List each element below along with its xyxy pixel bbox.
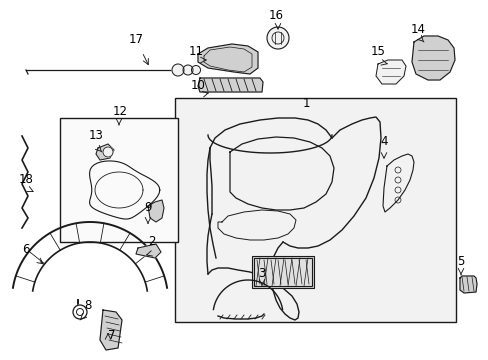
Text: 6: 6 <box>22 243 30 256</box>
Polygon shape <box>198 44 258 74</box>
Polygon shape <box>375 60 405 84</box>
Text: 3: 3 <box>258 267 265 280</box>
Text: 13: 13 <box>88 129 103 142</box>
Text: 10: 10 <box>190 79 205 92</box>
Text: 8: 8 <box>84 299 92 312</box>
Bar <box>175 98 455 322</box>
Circle shape <box>183 65 193 75</box>
Text: 4: 4 <box>380 135 387 148</box>
Text: 11: 11 <box>188 45 203 58</box>
Bar <box>60 118 178 242</box>
Polygon shape <box>136 244 161 258</box>
Text: 15: 15 <box>370 45 385 58</box>
Text: 1: 1 <box>302 97 309 110</box>
Polygon shape <box>459 276 476 293</box>
Circle shape <box>266 27 288 49</box>
Bar <box>253 258 311 286</box>
Polygon shape <box>411 36 454 80</box>
Text: 2: 2 <box>148 235 156 248</box>
Bar <box>251 256 313 288</box>
Polygon shape <box>96 144 114 160</box>
Text: 17: 17 <box>128 33 143 46</box>
Text: 12: 12 <box>112 105 127 118</box>
Text: 18: 18 <box>19 173 33 186</box>
Circle shape <box>73 305 87 319</box>
Text: 5: 5 <box>456 255 464 268</box>
Polygon shape <box>148 200 163 222</box>
Text: 14: 14 <box>409 23 425 36</box>
Text: 9: 9 <box>144 201 151 214</box>
Circle shape <box>172 64 183 76</box>
Circle shape <box>191 66 200 75</box>
Circle shape <box>103 147 113 157</box>
Text: 7: 7 <box>108 329 116 342</box>
Polygon shape <box>198 78 263 92</box>
Polygon shape <box>100 310 122 350</box>
Text: 16: 16 <box>268 9 283 22</box>
Polygon shape <box>382 154 413 212</box>
